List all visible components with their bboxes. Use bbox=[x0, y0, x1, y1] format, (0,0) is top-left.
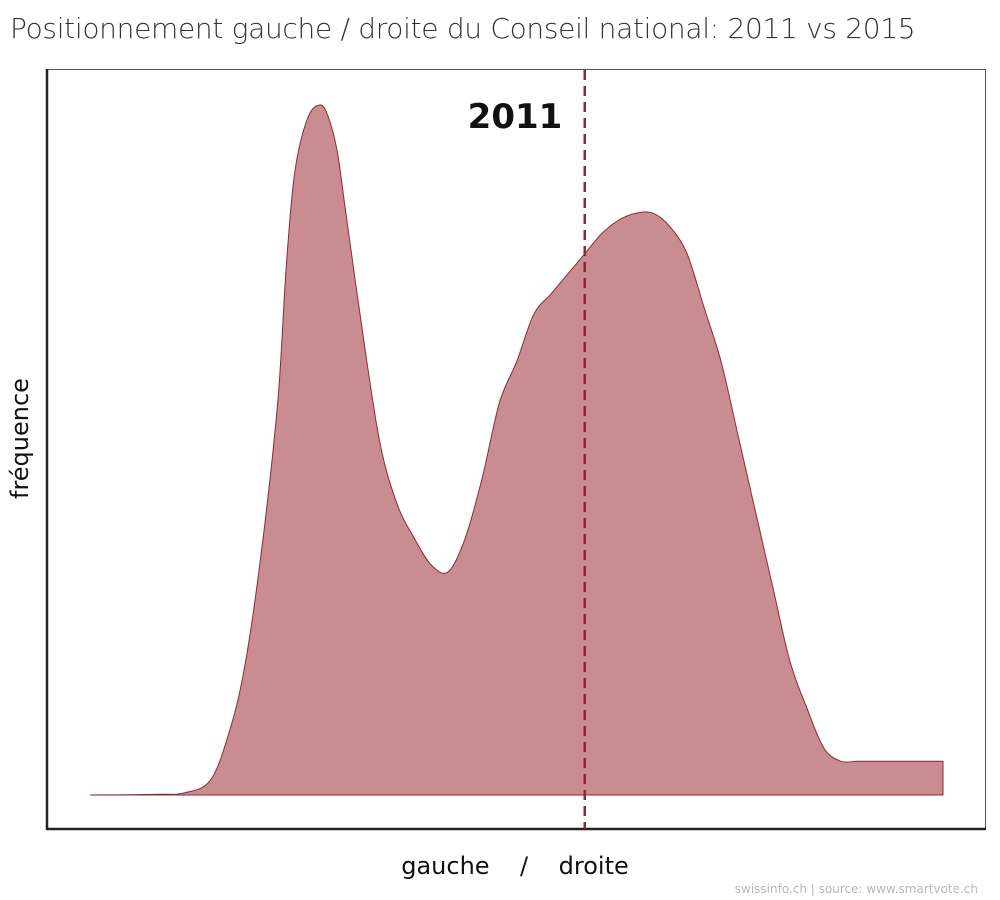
source-credit: swissinfo.ch | source: www.smartvote.ch bbox=[734, 882, 978, 896]
y-axis-label: fréquence bbox=[6, 378, 34, 499]
density-area-0 bbox=[89, 104, 944, 796]
chart-title: Positionnement gauche / droite du Consei… bbox=[10, 12, 916, 45]
year-annotation: 2011 bbox=[468, 97, 563, 137]
plot-layer bbox=[89, 70, 944, 829]
plot-frame bbox=[45, 69, 986, 831]
x-axis-label: gauche / droite bbox=[401, 852, 629, 880]
